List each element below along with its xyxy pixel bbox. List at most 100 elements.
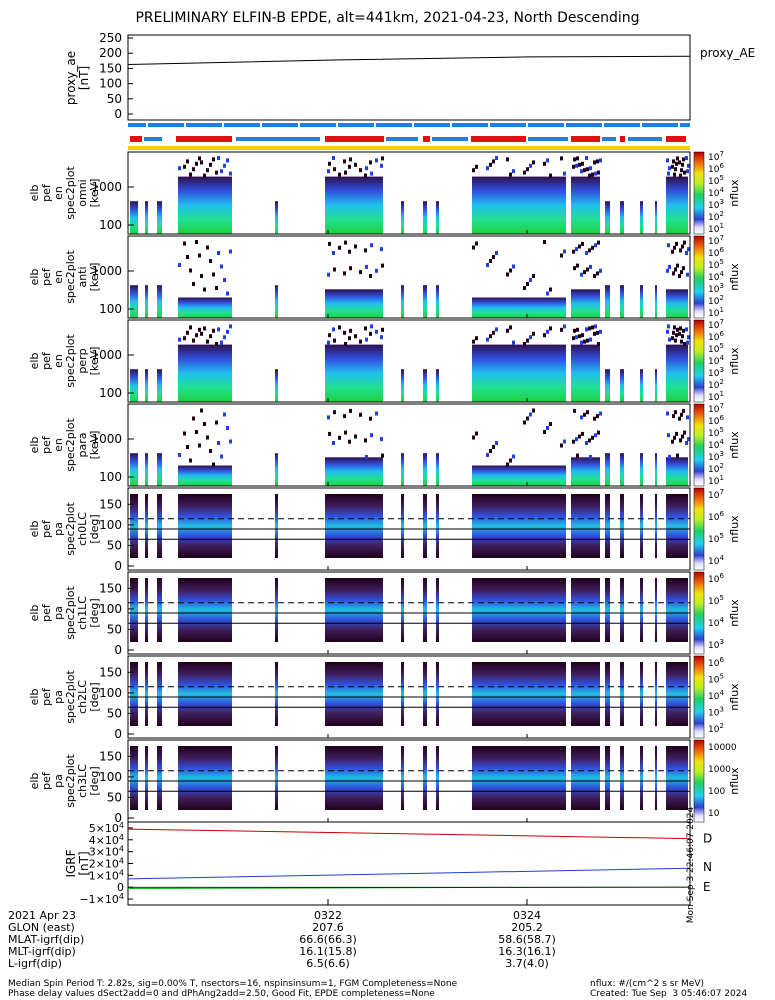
flux-speckle (333, 338, 336, 343)
flux-speckle (594, 433, 597, 438)
pitch-ytick-label: 150 (99, 581, 122, 595)
orbit-col2-time: 0324 (513, 909, 541, 922)
pitch-ytick-label: 150 (99, 665, 122, 679)
flux-speckle (563, 439, 566, 444)
flux-speckle (686, 169, 689, 174)
flux-speckle (532, 331, 535, 336)
colorbar-tick-label: 104 (708, 689, 724, 702)
flux-speckle (573, 157, 576, 162)
flux-speckle (192, 338, 195, 343)
flux-speckle (683, 342, 686, 346)
spectrogram-block (655, 578, 657, 642)
spectrogram-block (472, 297, 566, 318)
flux-speckle (675, 431, 678, 436)
flux-speckle (596, 159, 599, 164)
flux-speckle (327, 169, 330, 174)
flux-speckle (678, 160, 681, 165)
flux-speckle (583, 168, 586, 173)
energy-ylabel-line: perp (76, 348, 89, 373)
pitch-ylabel-line: [deg] (88, 682, 101, 711)
flux-speckle (678, 331, 681, 336)
flux-speckle (532, 408, 535, 413)
flux-speckle (183, 241, 186, 246)
flux-speckle (585, 441, 588, 445)
flux-speckle (328, 333, 331, 338)
flux-speckle (333, 267, 336, 272)
flux-speckle (676, 156, 679, 161)
flux-speckle (338, 172, 341, 177)
colorbar-tick-label: 103 (708, 366, 724, 379)
flux-speckle (380, 437, 383, 442)
igrf-ytick-label: 5×104 (89, 821, 124, 835)
colorbar (693, 571, 705, 655)
colorbar-tick-label: 102 (708, 722, 724, 735)
flux-speckle (344, 342, 347, 346)
flux-speckle (333, 410, 336, 415)
spectrogram-block (620, 453, 624, 486)
flux-speckle (675, 241, 678, 246)
flux-speckle (198, 156, 201, 161)
colorbar-tick-label: 101 (708, 222, 724, 235)
colorbar (693, 487, 705, 571)
flux-speckle (369, 331, 372, 336)
flux-speckle (509, 268, 512, 273)
flux-speckle (546, 329, 549, 334)
flux-speckle (674, 338, 677, 343)
spectrogram-block (325, 494, 383, 558)
flux-speckle (344, 430, 347, 435)
pitch-ylabel-line: elb (28, 521, 41, 538)
flux-speckle (475, 241, 478, 246)
flux-speckle (588, 326, 591, 331)
flux-speckle (178, 453, 181, 457)
energy-ylabel-line: en (52, 354, 65, 368)
flux-speckle (495, 327, 498, 332)
energy-ytick-label: 1000 (91, 264, 122, 278)
energy-ylabel-line: omni (76, 179, 89, 206)
flux-speckle (687, 437, 690, 442)
flux-speckle (682, 266, 685, 271)
flux-speckle (489, 259, 492, 263)
colorbar (693, 235, 705, 319)
flux-speckle (489, 334, 492, 339)
energy-ylabel-line: elb (28, 269, 41, 286)
colorbar-tick-label: 106 (708, 656, 724, 669)
spectrogram-block (401, 746, 404, 810)
energy-ylabel-line: spec2plot (64, 166, 77, 220)
spectrogram-block (640, 662, 643, 726)
spectrogram-block (666, 457, 688, 486)
stripe-gap (678, 123, 680, 127)
flux-speckle (509, 458, 512, 463)
pitch-ytick-label: 100 (99, 602, 122, 616)
proxy-ae-ylabel: proxy_ae (64, 51, 78, 105)
energy-ylabel-line: [keV] (88, 431, 101, 460)
spectrogram-block (275, 494, 278, 558)
flux-speckle (573, 328, 576, 333)
flux-speckle (543, 240, 546, 244)
flux-speckle (685, 251, 688, 255)
spectrogram-block (571, 344, 600, 402)
colorbar-tick-label: 102 (708, 378, 724, 391)
spectrogram-block (423, 746, 427, 810)
flux-speckle (599, 158, 602, 163)
spectrogram-block (157, 578, 162, 642)
flux-speckle (593, 274, 596, 278)
event-stripe (325, 136, 384, 142)
spectrogram-block (605, 369, 610, 402)
orbit-label-glon: GLON (east) (8, 921, 75, 934)
colorbar-tick-label: 102 (708, 294, 724, 307)
flux-speckle (512, 264, 515, 269)
flux-speckle (589, 166, 592, 171)
spectrogram-block (436, 201, 439, 234)
orbit-col1-time: 0322 (314, 909, 342, 922)
flux-speckle (343, 159, 346, 164)
colorbar (693, 319, 705, 403)
flux-speckle (492, 330, 495, 335)
orbit-col2-mlt: 16.3(16.1) (498, 945, 556, 958)
spectrogram-block (436, 369, 439, 402)
igrf-series-line-n (127, 867, 691, 880)
energy-spectrogram (127, 235, 691, 319)
flux-speckle (195, 430, 198, 434)
flux-speckle (581, 241, 584, 246)
spectrogram-block (472, 578, 566, 642)
flux-speckle (380, 335, 383, 340)
